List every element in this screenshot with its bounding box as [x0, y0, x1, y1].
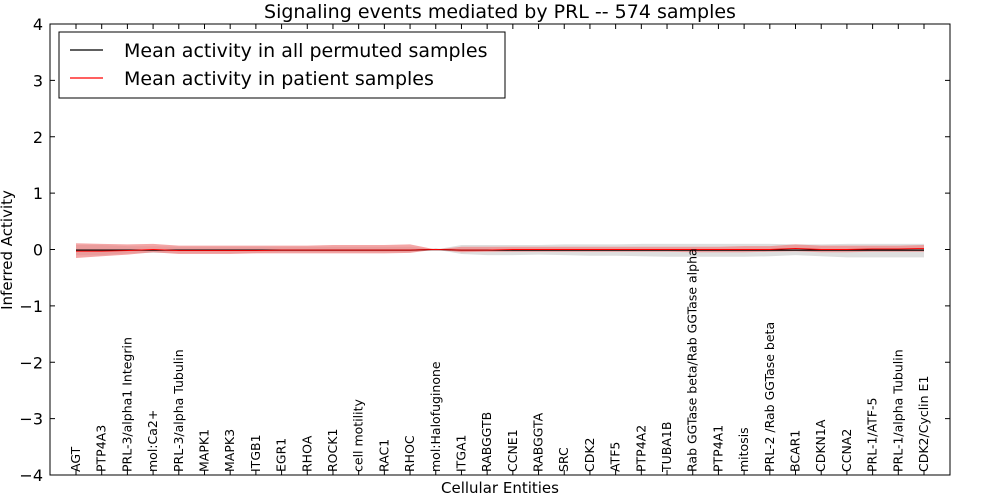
category-label: AGT [68, 446, 83, 472]
y-tick-label: −3 [19, 410, 43, 429]
category-label: TUBA1B [659, 422, 674, 473]
y-tick-label: 2 [33, 128, 43, 147]
category-label: PRL-3/alpha1 Integrin [119, 337, 134, 472]
y-tick-label: 1 [33, 184, 43, 203]
category-label: PRL-1/ATF-5 [865, 397, 880, 472]
category-label: CDK2/Cyclin E1 [916, 376, 931, 472]
category-label: Rab GGTase beta/Rab GGTase alpha [685, 248, 700, 472]
chart-title: Signaling events mediated by PRL -- 574 … [264, 1, 736, 23]
category-label: RHOC [402, 435, 417, 472]
category-label: CDK2 [582, 437, 597, 472]
category-label: RAC1 [376, 439, 391, 472]
legend: Mean activity in all permuted samples Me… [58, 31, 506, 99]
category-label: mol:Halofuginone [428, 361, 443, 472]
legend-label-patient: Mean activity in patient samples [124, 68, 434, 90]
category-label: mol:Ca2+ [145, 410, 160, 472]
y-tick-label: −4 [19, 466, 43, 485]
x-axis-label: Cellular Entities [441, 479, 559, 497]
category-label: ROCK1 [325, 429, 340, 472]
category-label: PRL-1/alpha Tubulin [890, 349, 905, 472]
category-label: BCAR1 [788, 430, 803, 472]
category-label: PTP4A1 [710, 425, 725, 472]
y-tick-label: −2 [19, 353, 43, 372]
category-label: PTP4A2 [633, 425, 648, 472]
category-label: PRL-3/alpha Tubulin [171, 349, 186, 472]
category-label: ATF5 [608, 442, 623, 472]
category-label: CDKN1A [813, 419, 828, 472]
category-label: ITGB1 [248, 434, 263, 472]
category-label: RHOA [299, 435, 314, 472]
legend-label-permuted: Mean activity in all permuted samples [124, 40, 487, 62]
category-label: RABGGTA [531, 412, 546, 472]
category-label: MAPK3 [222, 429, 237, 472]
category-label: RABGGTB [479, 412, 494, 472]
plot-frame [49, 23, 951, 476]
y-tick-label: 3 [33, 71, 43, 90]
category-label: cell motility [351, 398, 366, 472]
category-label: CCNA2 [839, 429, 854, 472]
y-tick-label: −1 [19, 297, 43, 316]
category-label: EGR1 [274, 438, 289, 472]
category-labels: AGT PTP4A3 PRL-3/alpha1 Integrin mol:Ca2+ PR… [68, 248, 931, 473]
category-label: PTP4A3 [94, 425, 109, 472]
series-lines [76, 247, 925, 252]
category-label: mitosis [736, 427, 751, 472]
y-tick-label: 4 [33, 15, 43, 34]
category-label: SRC [556, 447, 571, 472]
category-label: MAPK1 [197, 429, 212, 472]
category-label: ITGA1 [454, 434, 469, 472]
legend-box [58, 31, 506, 99]
line-patient-mean [76, 247, 925, 252]
y-axis-ticks: −4 −3 −2 −1 0 1 2 3 4 [19, 15, 950, 485]
category-label: PRL-2 /Rab GGTase beta [762, 322, 777, 472]
y-axis-label: Inferred Activity [0, 190, 16, 310]
y-tick-label: 0 [33, 241, 43, 260]
category-label: CCNE1 [505, 429, 520, 472]
